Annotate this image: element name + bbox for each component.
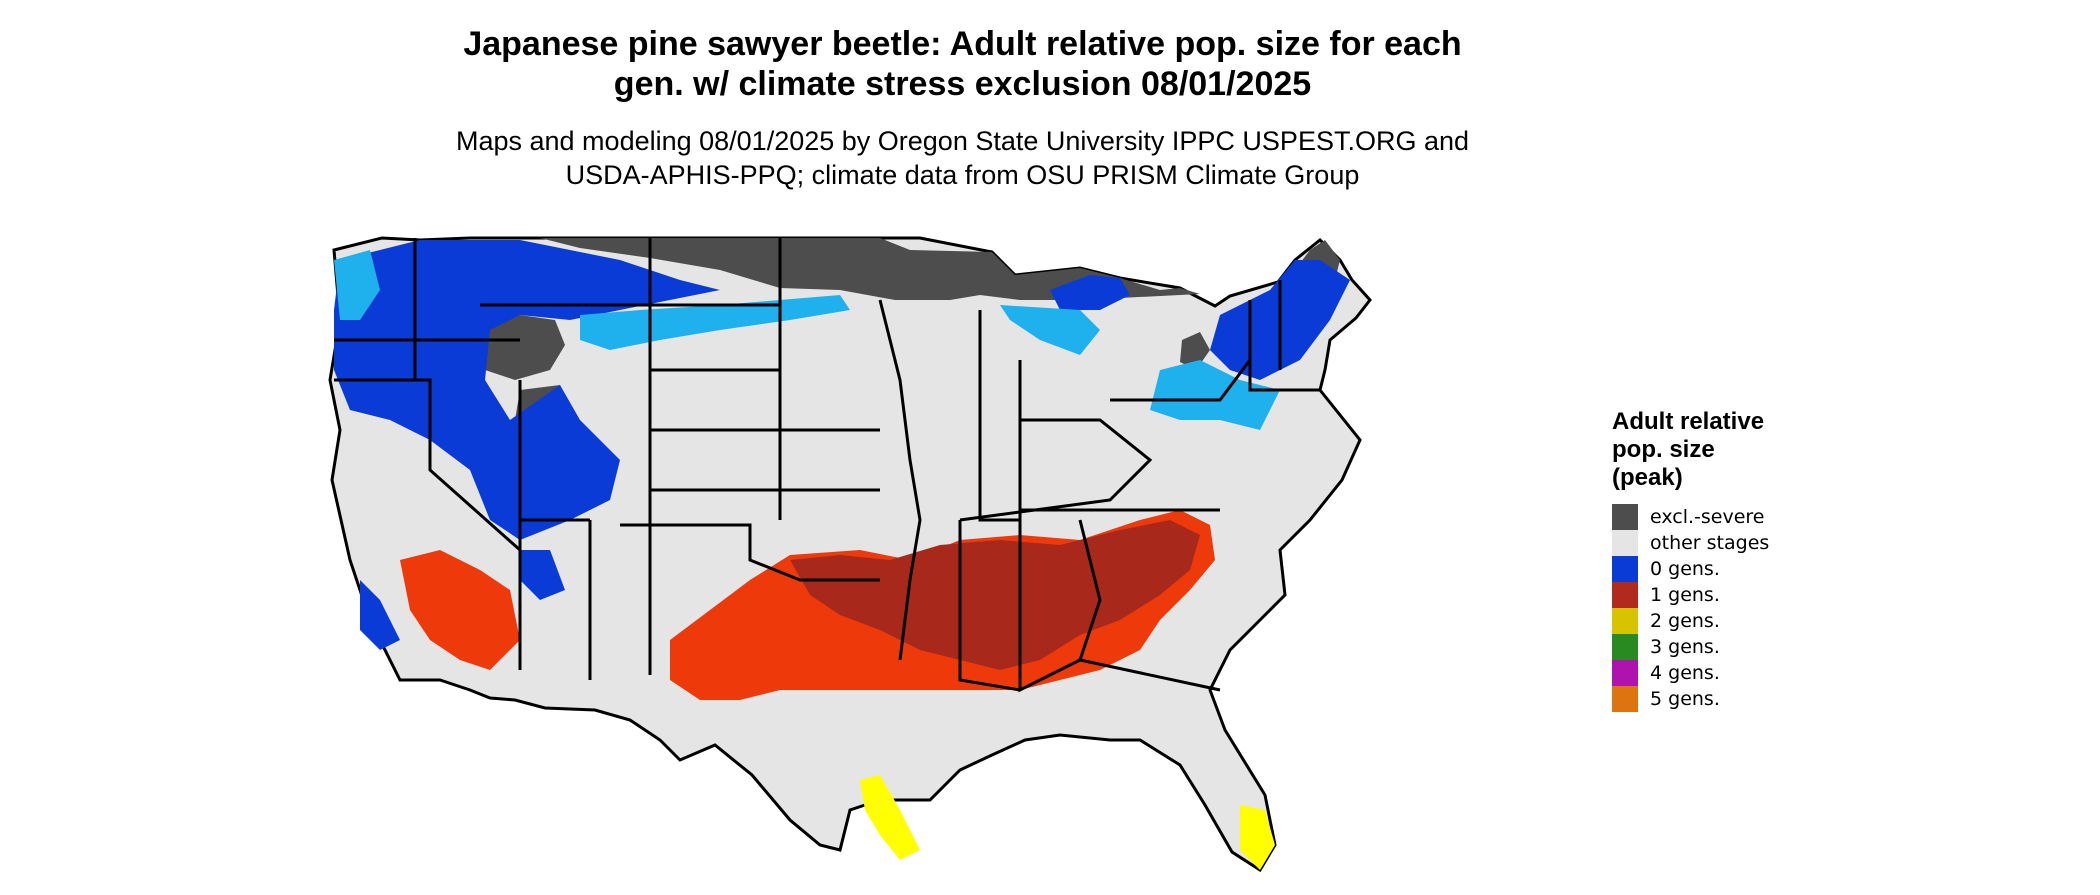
- wyoming-excl: [482, 315, 565, 380]
- map-title-line-1: Japanese pine sawyer beetle: Adult relat…: [463, 25, 1462, 63]
- great-lakes-fringe: [1000, 305, 1100, 355]
- legend-title-line-3: (peak): [1612, 464, 1683, 491]
- map-title-line-2: gen. w/ climate stress exclusion 08/01/2…: [613, 65, 1312, 103]
- legend-label: excl.-severe: [1650, 506, 1765, 528]
- border-nv-ca: [334, 378, 521, 552]
- legend-title-line-1: Adult relative: [1612, 408, 1765, 435]
- southwest-zero-gens-1: [360, 580, 400, 650]
- legend-label: other stages: [1650, 532, 1770, 554]
- us-map-svg: [328, 236, 1372, 873]
- southwest-one-gen: [400, 550, 520, 670]
- one-gen-areas: [400, 510, 1215, 700]
- zero-gens-areas: [334, 240, 1350, 650]
- legend-item-3-gens: 3 gens.: [1612, 634, 1852, 660]
- legend-swatch: [1612, 686, 1638, 712]
- border-new-england: [1248, 300, 1320, 392]
- legend-swatch: [1612, 634, 1638, 660]
- legend-swatch: [1612, 582, 1638, 608]
- border-southeast-2: [1018, 520, 1081, 693]
- border-ga-sc: [1078, 519, 1221, 692]
- legend-item-1-gens: 1 gens.: [1612, 582, 1852, 608]
- legend: Adult relative pop. size (peak) excl.-se…: [1612, 408, 1852, 712]
- pacific-fringe: [334, 250, 380, 320]
- legend-label: 0 gens.: [1650, 558, 1720, 580]
- legend-title: Adult relative pop. size (peak): [1612, 408, 1852, 492]
- legend-item-5-gens: 5 gens.: [1612, 686, 1852, 712]
- border-oh-ky: [959, 418, 1153, 522]
- map-subtitle-line-1: Maps and modeling 08/01/2025 by Oregon S…: [455, 126, 1470, 156]
- map-subtitle: Maps and modeling 08/01/2025 by Oregon S…: [330, 124, 1595, 192]
- south-florida-two-gens: [1240, 805, 1275, 870]
- southwest-zero-gens-2: [520, 550, 565, 600]
- legend-label: 2 gens.: [1650, 610, 1720, 632]
- legend-label: 4 gens.: [1650, 662, 1720, 684]
- legend-item-other-stages: other stages: [1612, 530, 1852, 556]
- map-title: Japanese pine sawyer beetle: Adult relat…: [330, 24, 1595, 104]
- us-map: [320, 220, 1590, 890]
- border-southeast-1: [958, 520, 1021, 692]
- map-subtitle-line-2: USDA-APHIS-PPQ; climate data from OSU PR…: [565, 160, 1360, 190]
- legend-swatch: [1612, 530, 1638, 556]
- south-texas-two-gens: [860, 775, 920, 860]
- border-tx-north: [620, 523, 880, 582]
- legend-item-excl-severe: excl.-severe: [1612, 504, 1852, 530]
- legend-item-0-gens: 0 gens.: [1612, 556, 1852, 582]
- border-ny-pa: [1110, 359, 1252, 402]
- two-gens-areas: [860, 775, 1275, 870]
- legend-swatch: [1612, 608, 1638, 634]
- legend-swatch: [1612, 504, 1638, 530]
- legend-label: 3 gens.: [1650, 636, 1720, 658]
- border-midwest: [978, 310, 1022, 522]
- southeast-one-gen-core: [790, 520, 1200, 670]
- legend-item-4-gens: 4 gens.: [1612, 660, 1852, 686]
- state-borders: [334, 238, 1320, 693]
- northeast-fringe: [1150, 360, 1280, 430]
- legend-title-line-2: pop. size: [1612, 436, 1715, 463]
- northwest-zero-gens: [334, 240, 720, 540]
- legend-item-2-gens: 2 gens.: [1612, 608, 1852, 634]
- legend-swatch: [1612, 660, 1638, 686]
- northern-plains-excl: [540, 238, 1200, 300]
- legend-label: 5 gens.: [1650, 688, 1720, 710]
- border-mississippi: [878, 299, 922, 661]
- legend-swatch: [1612, 556, 1638, 582]
- great-lakes-zero-gens: [1050, 275, 1130, 310]
- new-york-excl: [1180, 332, 1210, 370]
- northern-plains-fringe: [580, 295, 850, 350]
- zero-gens-fringe: [334, 250, 1280, 430]
- legend-label: 1 gens.: [1650, 584, 1720, 606]
